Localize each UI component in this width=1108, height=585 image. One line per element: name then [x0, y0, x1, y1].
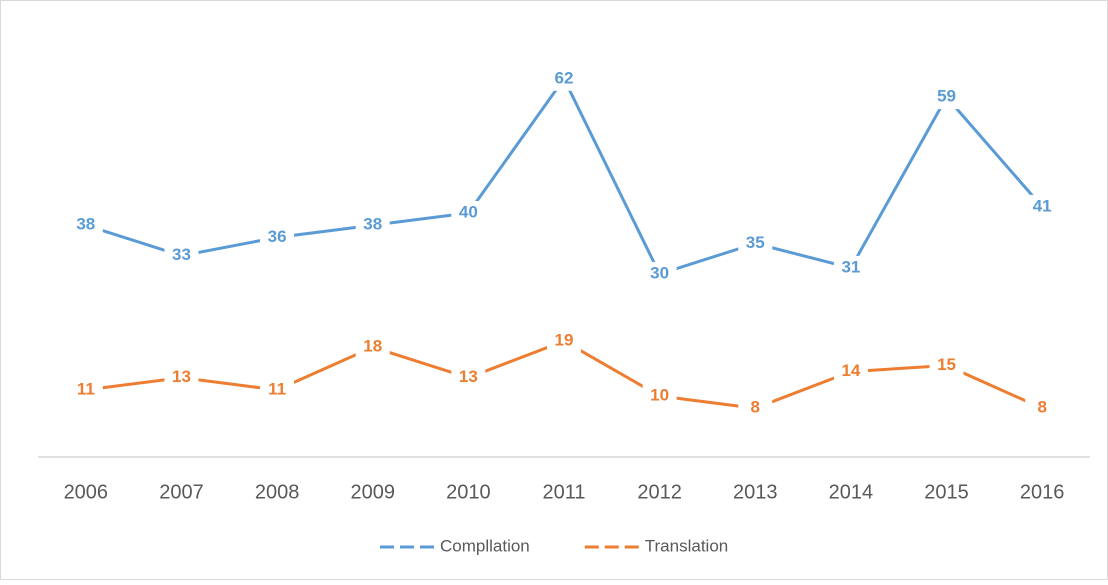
x-tick-label: 2015 — [924, 481, 969, 503]
label-background — [164, 365, 199, 390]
label-background — [929, 353, 964, 378]
x-tick-label: 2010 — [446, 481, 491, 503]
label-background — [929, 85, 964, 110]
label-background — [547, 66, 581, 91]
label-background — [260, 225, 295, 250]
data-label: 11 — [268, 379, 286, 398]
data-label: 8 — [751, 398, 760, 417]
label-background — [451, 365, 486, 390]
data-label: 13 — [459, 367, 478, 386]
label-background — [642, 262, 677, 286]
data-label: 18 — [363, 337, 382, 356]
label-background — [642, 384, 677, 408]
data-label: 15 — [937, 355, 956, 374]
data-label: 10 — [650, 385, 669, 404]
x-tick-label: 2007 — [159, 481, 204, 503]
x-tick-label: 2011 — [542, 481, 585, 503]
data-label: 59 — [937, 87, 956, 106]
x-tick-label: 2006 — [64, 481, 109, 503]
legend-label: Translation — [645, 536, 728, 555]
x-tick-label: 2014 — [829, 481, 874, 503]
data-label: 14 — [841, 361, 860, 380]
label-background — [738, 231, 773, 256]
label-background — [738, 396, 773, 421]
label-background — [833, 359, 868, 384]
legend-label: Compllation — [440, 536, 530, 555]
label-background — [1025, 194, 1060, 219]
data-label: 13 — [172, 367, 191, 386]
x-tick-label: 2008 — [255, 481, 300, 503]
data-label: 19 — [555, 331, 574, 350]
x-tick-label: 2016 — [1020, 481, 1065, 503]
label-background — [451, 201, 486, 225]
x-tick-label: 2012 — [637, 481, 682, 503]
x-tick-label: 2009 — [350, 481, 395, 503]
label-background — [164, 243, 199, 268]
label-background — [1025, 396, 1060, 421]
data-label: 41 — [1033, 196, 1052, 215]
data-label: 30 — [650, 263, 669, 282]
data-label: 35 — [746, 233, 765, 252]
label-background — [355, 335, 390, 360]
label-background — [547, 329, 581, 354]
data-label: 33 — [172, 245, 191, 264]
label-background — [68, 377, 103, 402]
data-label: 8 — [1037, 398, 1046, 417]
label-background — [68, 213, 103, 238]
x-tick-label: 2013 — [733, 481, 778, 503]
label-background — [355, 213, 390, 238]
data-label: 36 — [268, 227, 287, 246]
data-label: 38 — [76, 215, 95, 234]
data-label: 11 — [77, 379, 95, 398]
data-label: 62 — [555, 68, 574, 87]
data-label: 40 — [459, 202, 478, 221]
label-background — [260, 377, 295, 402]
data-label: 38 — [363, 215, 382, 234]
data-label: 31 — [841, 257, 860, 276]
label-background — [833, 255, 868, 280]
